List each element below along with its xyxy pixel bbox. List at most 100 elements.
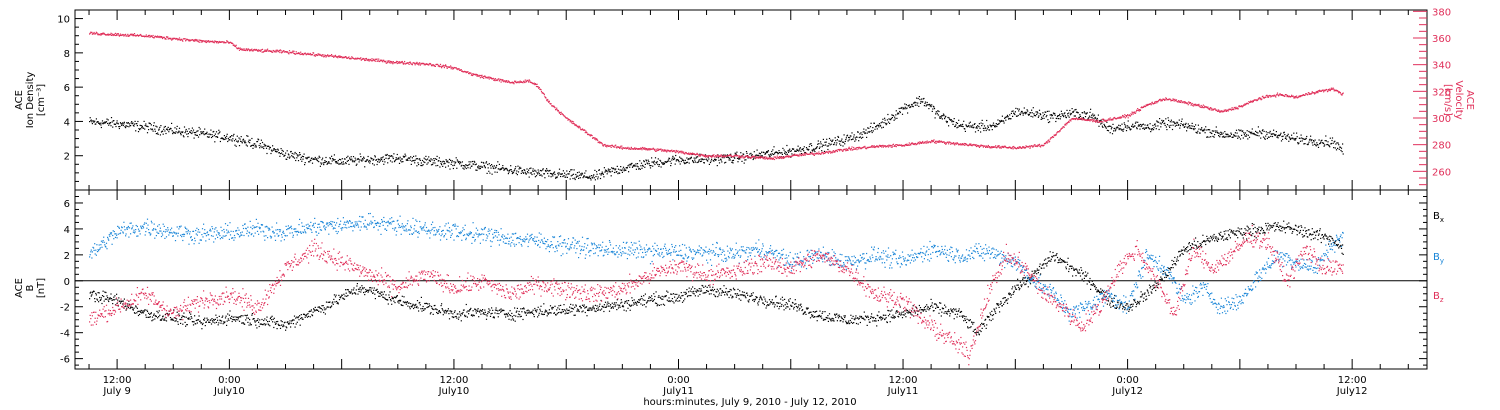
velocity-series-point: [891, 146, 893, 148]
velocity-series-point: [478, 75, 480, 77]
density-series-point: [410, 163, 412, 165]
velocity-series-point: [989, 147, 991, 149]
velocity-series-point: [481, 74, 483, 76]
velocity-series-point: [740, 156, 742, 158]
density-series-point: [681, 158, 683, 160]
velocity-series-point: [817, 153, 819, 155]
density-series-point: [535, 170, 537, 172]
density-series-point: [152, 130, 154, 132]
velocity-series-point: [320, 54, 323, 57]
velocity-series-point: [648, 148, 650, 150]
density-series-point: [439, 166, 441, 168]
velocity-series-point: [944, 142, 946, 144]
density-series-point: [686, 157, 688, 159]
velocity-series-point: [1023, 146, 1025, 148]
density-series-point: [1310, 140, 1312, 142]
velocity-series-point: [241, 48, 243, 50]
density-series-point: [1103, 123, 1105, 125]
density-series-point: [483, 164, 485, 167]
density-series-point: [121, 123, 123, 125]
density-series-point: [180, 134, 182, 136]
density-series-point: [183, 136, 185, 138]
density-series-point: [884, 117, 886, 119]
density-series-point: [1026, 112, 1028, 114]
density-series-point: [1220, 131, 1222, 133]
velocity-series-point: [1128, 114, 1130, 116]
density-series-point: [182, 135, 184, 137]
density-series-point: [361, 160, 363, 162]
density-series-point: [662, 162, 664, 164]
density-series-point: [796, 148, 798, 150]
velocity-series-point: [717, 155, 719, 157]
velocity-series-point: [326, 55, 328, 57]
density-series-point: [439, 160, 442, 163]
density-series-point: [637, 166, 639, 168]
bx-series-point: [138, 310, 140, 312]
velocity-series-point: [588, 133, 590, 135]
velocity-series-point: [1068, 120, 1070, 122]
density-series-point: [944, 116, 946, 118]
bx-series-point: [206, 317, 208, 319]
velocity-series-point: [470, 72, 472, 74]
density-series-point: [940, 116, 942, 118]
density-series-point: [218, 132, 220, 134]
density-series-point: [1088, 117, 1090, 119]
velocity-series-point: [579, 127, 581, 129]
bx-series-point: [114, 295, 116, 297]
density-series-point: [1250, 133, 1252, 135]
velocity-series-point: [291, 51, 293, 53]
velocity-series-point: [908, 142, 910, 144]
velocity-series-point: [996, 146, 998, 148]
density-series-point: [1120, 129, 1123, 131]
density-series-point: [695, 156, 698, 158]
velocity-series-point: [437, 63, 439, 66]
bx-series-point: [277, 323, 279, 325]
density-series-point: [383, 163, 385, 165]
bx-series-point: [172, 318, 174, 320]
velocity-series-point: [803, 154, 805, 156]
density-series-point: [845, 138, 847, 141]
velocity-series-point: [687, 153, 689, 155]
velocity-series-point: [109, 34, 111, 36]
density-series-point: [362, 159, 364, 161]
density-series-point: [965, 125, 968, 127]
velocity-series-point: [215, 42, 218, 44]
density-series-point: [1302, 138, 1304, 140]
density-series-point: [1082, 112, 1084, 114]
bx-series-point: [203, 318, 205, 321]
density-series-point: [1217, 132, 1219, 134]
velocity-series-point: [1056, 132, 1058, 134]
density-series-point: [359, 153, 361, 155]
density-series-point: [420, 164, 422, 167]
velocity-series-point: [241, 49, 243, 51]
velocity-axis-label-line: [km/s]: [1442, 84, 1453, 116]
density-series-point: [1150, 131, 1152, 133]
density-series-point: [310, 159, 312, 161]
bx-series-point: [174, 320, 176, 322]
velocity-series-point: [981, 145, 983, 147]
velocity-series-point: [1159, 98, 1161, 100]
velocity-series-point: [1248, 101, 1250, 103]
density-series-point: [364, 166, 366, 168]
density-series-point: [406, 158, 408, 160]
bx-series-point: [293, 319, 295, 321]
density-series-point: [404, 155, 406, 158]
velocity-series-point: [674, 150, 676, 152]
density-series-point: [303, 153, 305, 155]
velocity-series-point: [681, 150, 683, 152]
density-series-point: [1235, 129, 1238, 131]
density-series-point: [1132, 123, 1134, 125]
velocity-series-point: [339, 55, 341, 57]
density-series-point: [848, 136, 850, 139]
density-series-point: [119, 125, 121, 128]
density-series-point: [560, 173, 562, 175]
velocity-series-point: [827, 151, 829, 153]
velocity-series-point: [757, 157, 759, 159]
velocity-series-point: [507, 81, 509, 83]
velocity-series-point: [846, 149, 848, 151]
density-series-point: [809, 151, 812, 153]
velocity-series-point: [703, 154, 705, 156]
velocity-series-point: [372, 59, 374, 61]
bx-series-point: [249, 322, 251, 324]
velocity-series-point: [1197, 105, 1199, 107]
